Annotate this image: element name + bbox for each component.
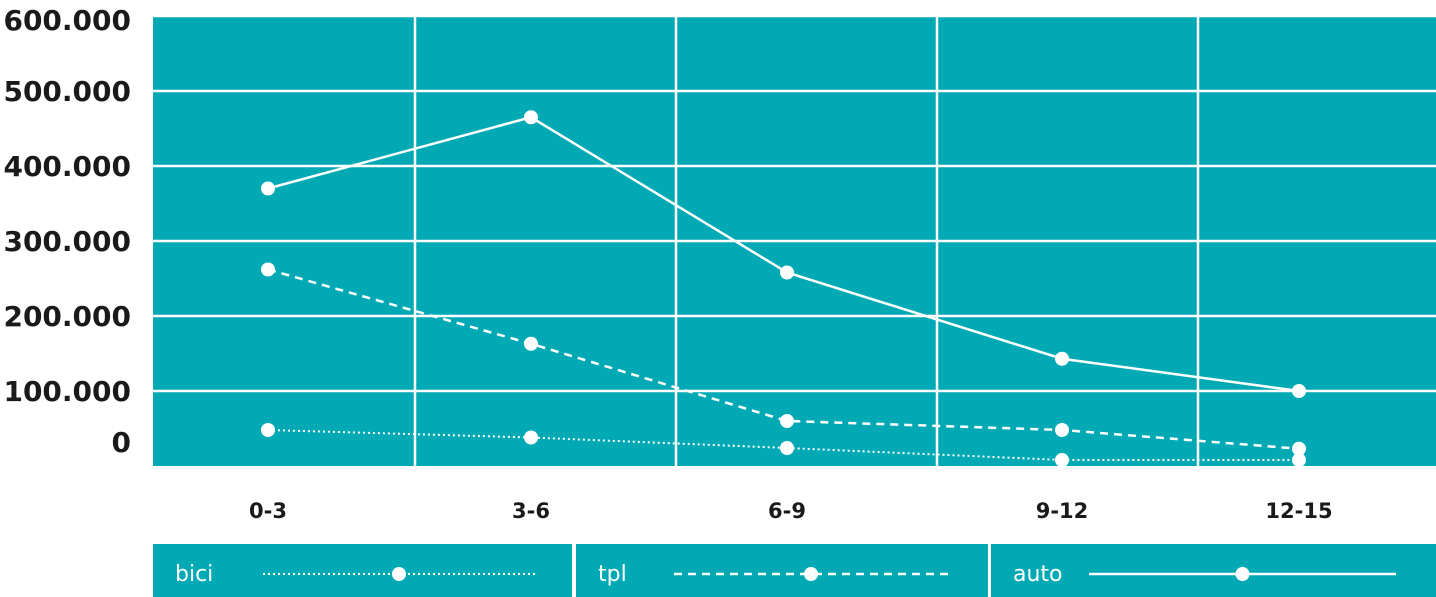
series-tpl bbox=[261, 262, 1306, 456]
data-point-bici-12-15 bbox=[1292, 453, 1306, 467]
x-tick-label: 3-6 bbox=[512, 499, 550, 523]
legend-label-bici: bici bbox=[175, 562, 213, 587]
data-point-tpl-0-3 bbox=[261, 262, 275, 277]
plot-area bbox=[153, 14, 1436, 467]
y-tick-label: 400.000 bbox=[3, 150, 131, 183]
y-tick-label: 100.000 bbox=[3, 375, 131, 408]
legend-swatch-marker-auto bbox=[1235, 567, 1250, 581]
data-point-tpl-6-9 bbox=[780, 414, 794, 428]
legend-item-bici: bici bbox=[153, 544, 572, 597]
legend-swatch-marker-bici bbox=[392, 567, 406, 581]
legend-box bbox=[153, 544, 572, 597]
x-tick-label: 12-15 bbox=[1265, 499, 1332, 523]
legend-box bbox=[991, 544, 1436, 597]
data-point-bici-6-9 bbox=[780, 441, 794, 455]
y-tick-label: 200.000 bbox=[3, 300, 131, 333]
data-point-bici-9-12 bbox=[1055, 453, 1069, 467]
series-auto bbox=[261, 110, 1306, 398]
x-tick-label: 0-3 bbox=[249, 499, 287, 523]
x-tick-label: 6-9 bbox=[768, 499, 806, 523]
series-line-bici bbox=[267, 429, 1299, 461]
y-tick-label: 500.000 bbox=[3, 75, 131, 108]
data-point-bici-0-3 bbox=[261, 423, 275, 437]
series-bici bbox=[261, 423, 1306, 467]
data-point-tpl-12-15 bbox=[1292, 441, 1306, 456]
data-point-tpl-9-12 bbox=[1055, 423, 1069, 437]
x-axis: 0-3 3-6 6-9 9-12 12-15 bbox=[249, 499, 1333, 523]
legend-item-auto: auto bbox=[991, 544, 1436, 597]
legend-item-tpl: tpl bbox=[576, 544, 988, 597]
legend-box bbox=[576, 544, 988, 597]
legend-swatch-marker-tpl bbox=[804, 567, 818, 581]
y-axis: 0 100.000 200.000 300.000 400.000 500.000 600.… bbox=[3, 4, 131, 459]
data-point-bici-3-6 bbox=[524, 430, 538, 445]
data-point-auto-0-3 bbox=[261, 181, 275, 196]
series-line-tpl bbox=[267, 268, 1300, 450]
legend-label-tpl: tpl bbox=[598, 562, 627, 587]
data-point-auto-12-15 bbox=[1292, 384, 1306, 398]
data-point-auto-6-9 bbox=[780, 265, 794, 280]
data-point-auto-9-12 bbox=[1055, 351, 1069, 366]
x-tick-label: 9-12 bbox=[1036, 499, 1089, 523]
legend: bici tpl auto bbox=[153, 544, 1436, 597]
y-tick-label: 0 bbox=[112, 426, 131, 459]
y-tick-label: 300.000 bbox=[3, 225, 131, 258]
legend-label-auto: auto bbox=[1013, 562, 1063, 587]
data-point-auto-3-6 bbox=[524, 110, 538, 125]
data-point-tpl-3-6 bbox=[524, 336, 538, 351]
y-tick-label: 600.000 bbox=[3, 4, 131, 37]
